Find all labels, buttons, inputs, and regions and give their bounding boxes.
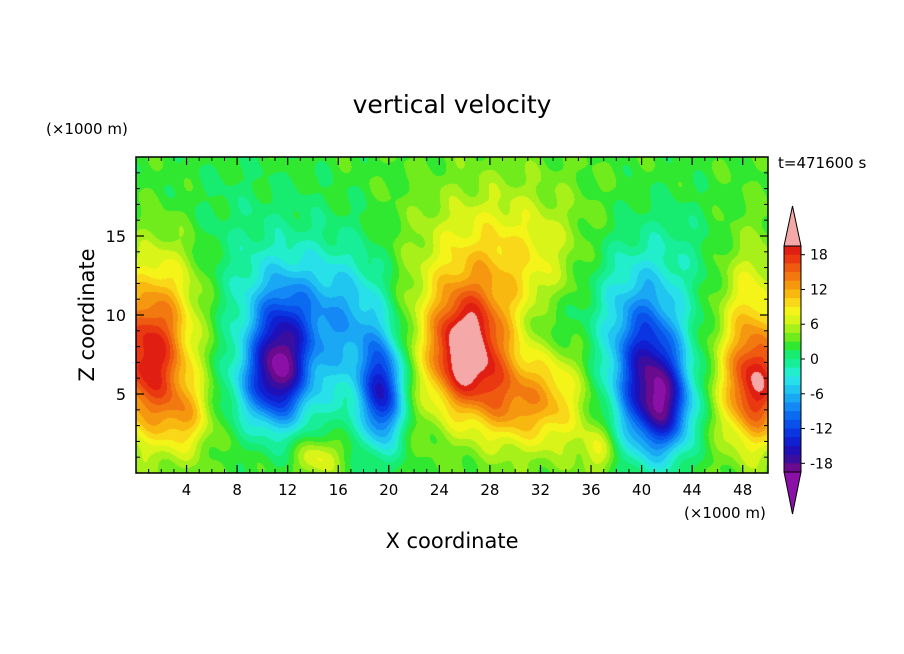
y-tick-label: 10 [106,306,126,325]
colorbar-box [784,445,801,456]
colorbar-tick-label: -18 [810,456,833,472]
colorbar-box [784,280,801,290]
colorbar-tick-label: 18 [810,248,828,264]
colorbar-box [784,289,801,299]
colorbar-box [784,332,801,343]
x-tick-label: 8 [232,481,242,499]
colorbar-box [784,272,801,282]
colorbar-box [784,350,801,360]
colorbar-box [784,315,801,325]
colorbar-box [784,254,801,264]
colorbar-box [784,411,801,421]
y-axis-label: Z coordinate [75,248,99,381]
colorbar-box [784,367,801,377]
contour-canvas [136,157,768,473]
colorbar-box [784,306,801,316]
colorbar-tick-label: 12 [810,282,828,298]
colorbar-box [784,341,801,351]
colorbar-box [784,437,801,447]
x-tick-label: 24 [430,481,449,499]
y-ticks: 5 10 15 [106,172,768,458]
time-label: t=471600 s [778,154,866,172]
x-ticks: 4 8 12 16 20 24 28 32 36 40 44 48 [148,157,756,499]
x-tick-label: 20 [379,481,398,499]
y-unit-label: (×1000 m) [46,120,128,138]
x-tick-label: 28 [480,481,499,499]
colorbar: 18 12 6 0 -6 -12 -18 [783,205,833,515]
colorbar-tick-label: 6 [810,317,819,333]
colorbar-box [784,385,801,395]
x-tick-label: 16 [329,481,348,499]
colorbar-box [784,402,801,412]
x-tick-label: 12 [278,481,297,499]
colorbar-over-triangle [783,205,802,247]
x-tick-label: 36 [581,481,600,499]
colorbar-box [784,298,801,308]
y-tick-label: 15 [106,227,126,246]
colorbar-box [784,454,801,464]
colorbar-box [784,324,801,334]
x-tick-label: 40 [632,481,651,499]
colorbar-box [784,246,801,256]
x-unit-label: (×1000 m) [684,504,766,522]
x-tick-label: 32 [531,481,550,499]
colorbar-box [784,463,801,473]
colorbar-box [784,359,801,369]
chart-title: vertical velocity [353,90,552,119]
colorbar-tick-label: -12 [810,422,833,438]
colorbar-box [784,419,801,429]
x-tick-label: 4 [182,481,192,499]
colorbar-tick-label: 0 [810,352,819,368]
colorbar-under-triangle [783,471,802,515]
colorbar-box [784,263,801,273]
colorbar-box [784,428,801,438]
colorbar-box [784,376,801,386]
colorbar-box [784,393,801,403]
x-tick-label: 48 [733,481,752,499]
x-axis-label: X coordinate [385,529,518,553]
contour-field [136,157,768,473]
y-tick-label: 5 [116,385,126,404]
x-tick-label: 44 [683,481,702,499]
colorbar-tick-label: -6 [810,387,824,403]
